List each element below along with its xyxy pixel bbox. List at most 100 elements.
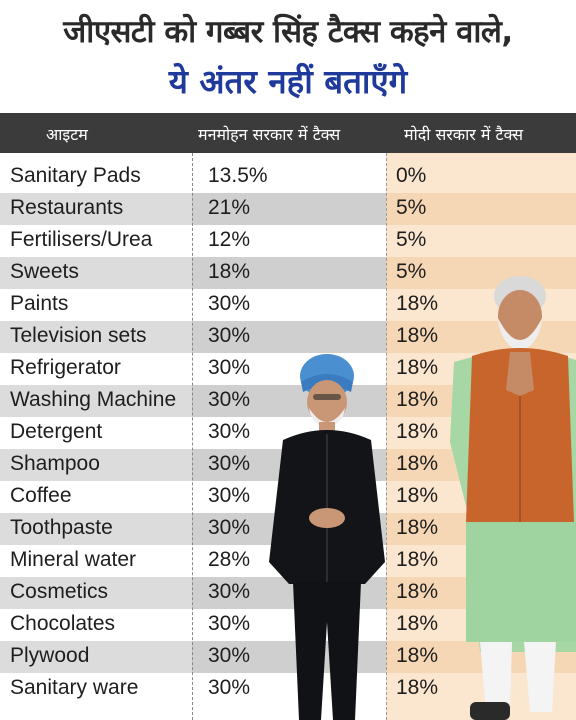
manmohan-tax: 30% [208, 612, 251, 635]
modi-tax: 18% [396, 676, 439, 699]
modi-tax: 18% [396, 580, 439, 603]
heading: जीएसटी को गब्बर सिंह टैक्स कहने वाले, ये… [0, 0, 576, 112]
table-row: Mineral water 28% 18% [0, 545, 576, 577]
modi-tax: 18% [396, 548, 439, 571]
table-row: Coffee 30% 18% [0, 481, 576, 513]
item-name: Television sets [10, 324, 147, 347]
manmohan-tax: 30% [208, 292, 251, 315]
column-divider [386, 153, 387, 720]
modi-tax: 18% [396, 516, 439, 539]
item-name-cell: Washing Machine [0, 385, 192, 417]
modi-tax-cell: 5% [386, 225, 576, 257]
column-divider [192, 153, 193, 720]
item-name-cell: Sweets [0, 257, 192, 289]
modi-tax: 18% [396, 388, 439, 411]
manmohan-tax: 30% [208, 484, 251, 507]
manmohan-tax-cell: 21% [192, 193, 386, 225]
manmohan-tax: 30% [208, 324, 251, 347]
item-name-cell: Refrigerator [0, 353, 192, 385]
modi-tax-cell: 18% [386, 321, 576, 353]
modi-tax: 5% [396, 196, 427, 219]
modi-tax-cell: 5% [386, 257, 576, 289]
manmohan-tax-cell: 18% [192, 257, 386, 289]
modi-tax: 5% [396, 228, 427, 251]
table-header: आइटम मनमोहन सरकार में टैक्स मोदी सरकार म… [0, 113, 576, 153]
modi-tax-cell: 18% [386, 609, 576, 641]
header-modi: मोदी सरकार में टैक्स [404, 125, 524, 144]
item-name: Detergent [10, 420, 103, 443]
item-name: Cosmetics [10, 580, 109, 603]
item-name: Sanitary Pads [10, 164, 141, 187]
table-row: Paints 30% 18% [0, 289, 576, 321]
table-row: Sweets 18% 5% [0, 257, 576, 289]
modi-tax: 18% [396, 612, 439, 635]
header-manmohan: मनमोहन सरकार में टैक्स [198, 125, 341, 144]
table-row: Refrigerator 30% 18% [0, 353, 576, 385]
manmohan-tax: 30% [208, 420, 251, 443]
item-name: Washing Machine [10, 388, 177, 411]
modi-tax-cell: 0% [386, 161, 576, 193]
modi-tax: 18% [396, 356, 439, 379]
modi-tax-cell: 18% [386, 417, 576, 449]
modi-tax-cell: 18% [386, 353, 576, 385]
manmohan-tax-cell: 12% [192, 225, 386, 257]
manmohan-tax: 30% [208, 644, 251, 667]
table-row: Chocolates 30% 18% [0, 609, 576, 641]
manmohan-tax-cell: 30% [192, 321, 386, 353]
item-name-cell: Detergent [0, 417, 192, 449]
modi-tax: 18% [396, 324, 439, 347]
manmohan-tax: 30% [208, 388, 251, 411]
item-name-cell: Plywood [0, 641, 192, 673]
item-name-cell: Chocolates [0, 609, 192, 641]
item-name: Sweets [10, 260, 79, 283]
item-name: Toothpaste [10, 516, 113, 539]
manmohan-tax-cell: 30% [192, 289, 386, 321]
manmohan-tax-cell: 30% [192, 353, 386, 385]
table-row: Sanitary ware 30% 18% [0, 673, 576, 705]
modi-tax: 0% [396, 164, 427, 187]
title-line-1: जीएसटी को गब्बर सिंह टैक्स कहने वाले, [63, 14, 513, 50]
manmohan-tax-cell: 13.5% [192, 161, 386, 193]
item-name-cell: Toothpaste [0, 513, 192, 545]
manmohan-tax: 28% [208, 548, 251, 571]
item-name: Restaurants [10, 196, 124, 219]
table-row: Detergent 30% 18% [0, 417, 576, 449]
item-name: Fertilisers/Urea [10, 228, 153, 251]
modi-tax-cell: 5% [386, 193, 576, 225]
modi-tax: 5% [396, 260, 427, 283]
item-name-cell: Sanitary ware [0, 673, 192, 705]
item-name: Chocolates [10, 612, 116, 635]
item-name-cell: Mineral water [0, 545, 192, 577]
item-name: Shampoo [10, 452, 100, 475]
table-row: Fertilisers/Urea 12% 5% [0, 225, 576, 257]
item-name-cell: Restaurants [0, 193, 192, 225]
manmohan-tax: 21% [208, 196, 251, 219]
manmohan-tax-cell: 30% [192, 609, 386, 641]
manmohan-tax-cell: 30% [192, 417, 386, 449]
modi-tax-cell: 18% [386, 481, 576, 513]
manmohan-singh-photo [269, 354, 385, 720]
modi-tax-cell: 18% [386, 289, 576, 321]
table-row: Sanitary Pads 13.5% 0% [0, 161, 576, 193]
item-name: Sanitary ware [10, 676, 139, 699]
manmohan-tax: 30% [208, 356, 251, 379]
manmohan-tax: 30% [208, 676, 251, 699]
item-name: Plywood [10, 644, 90, 667]
item-name-cell: Fertilisers/Urea [0, 225, 192, 257]
manmohan-tax-cell: 30% [192, 673, 386, 705]
item-name: Coffee [10, 484, 72, 507]
modi-tax: 18% [396, 292, 439, 315]
item-name: Refrigerator [10, 356, 121, 379]
manmohan-tax: 30% [208, 452, 251, 475]
item-name-cell: Shampoo [0, 449, 192, 481]
manmohan-tax-cell: 28% [192, 545, 386, 577]
manmohan-tax: 30% [208, 580, 251, 603]
manmohan-tax: 30% [208, 516, 251, 539]
title-line-2: ये अंतर नहीं बताएँगे [168, 62, 408, 101]
modi-tax: 18% [396, 452, 439, 475]
modi-tax: 18% [396, 420, 439, 443]
modi-tax: 18% [396, 644, 439, 667]
header-item: आइटम [46, 125, 88, 144]
narendra-modi-photo [450, 276, 576, 720]
table-row: Television sets 30% 18% [0, 321, 576, 353]
